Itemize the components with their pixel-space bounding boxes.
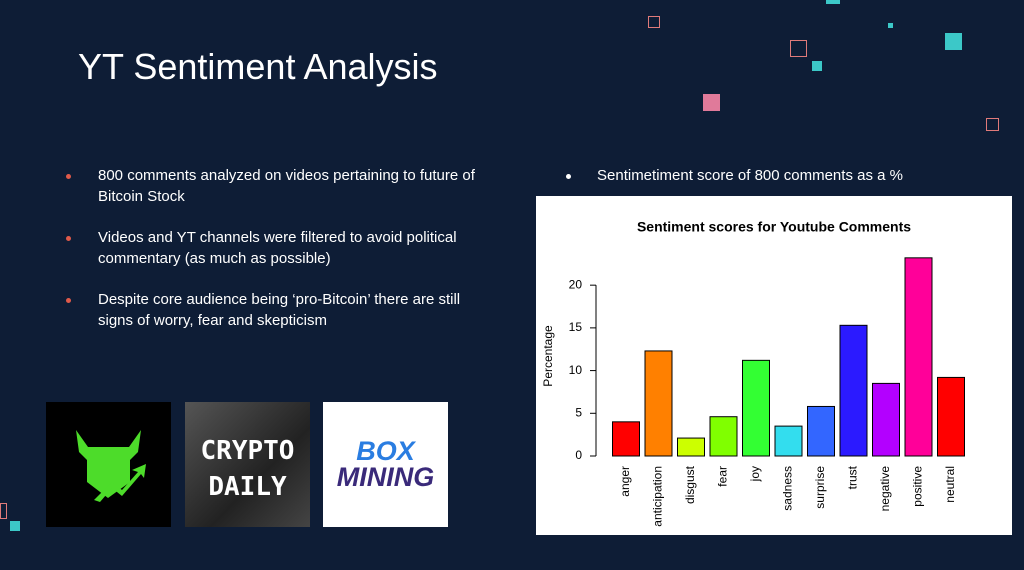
logo-icon bbox=[76, 430, 146, 502]
bar bbox=[742, 359, 770, 457]
y-tick-label: 0 bbox=[575, 448, 582, 462]
x-tick-label: anger bbox=[618, 466, 632, 497]
deco bbox=[812, 61, 822, 71]
bullet-dot bbox=[66, 236, 71, 241]
chart: Sentiment scores for Youtube Comments Pe… bbox=[536, 196, 1012, 535]
deco bbox=[986, 118, 999, 131]
bar bbox=[937, 376, 965, 457]
bar bbox=[709, 416, 738, 457]
x-tick-label: negative bbox=[878, 466, 892, 512]
bar bbox=[872, 382, 900, 457]
deco bbox=[648, 16, 660, 28]
deco bbox=[945, 33, 962, 50]
logo-text: CRYPTO bbox=[200, 436, 295, 466]
y-tick-label: 5 bbox=[575, 405, 582, 419]
deco bbox=[888, 23, 893, 28]
bullet: Videos and YT channels were filtered to … bbox=[98, 229, 457, 267]
bar bbox=[644, 350, 673, 457]
x-tick-label: surprise bbox=[813, 466, 827, 509]
y-axis-label: Percentage bbox=[541, 325, 555, 387]
x-tick-label: sadness bbox=[781, 466, 795, 511]
deco bbox=[0, 503, 7, 519]
logo: CRYPTO DAILY bbox=[185, 402, 310, 527]
x-tick-label: anticipation bbox=[651, 466, 665, 527]
deco bbox=[703, 94, 720, 111]
bullet-dot bbox=[66, 174, 71, 179]
y-tick-label: 20 bbox=[569, 277, 583, 291]
slide-title: YT Sentiment Analysis bbox=[78, 46, 438, 87]
y-tick-label: 10 bbox=[569, 363, 583, 377]
bar bbox=[612, 421, 640, 457]
x-tick-label: joy bbox=[748, 466, 762, 482]
x-tick-label: fear bbox=[716, 466, 730, 487]
bar bbox=[677, 437, 705, 457]
logo-text: DAILY bbox=[208, 472, 287, 502]
bar bbox=[839, 324, 868, 457]
bullet: Despite core audience being ‘pro-Bitcoin… bbox=[98, 291, 461, 329]
x-tick-label: disgust bbox=[683, 465, 697, 504]
bar bbox=[904, 257, 933, 457]
x-tick-label: trust bbox=[846, 465, 860, 489]
bar bbox=[807, 405, 835, 457]
bullet-dot bbox=[566, 174, 571, 179]
chart-title: Sentiment scores for Youtube Comments bbox=[637, 219, 911, 235]
y-tick-label: 15 bbox=[569, 320, 583, 334]
deco bbox=[790, 40, 807, 57]
logo bbox=[46, 402, 171, 527]
x-tick-label: positive bbox=[911, 466, 925, 507]
deco bbox=[10, 521, 20, 531]
logo: BOX MINING bbox=[323, 402, 448, 527]
bullet: Sentimetiment score of 800 comments as a… bbox=[597, 167, 903, 184]
bullet: 800 comments analyzed on videos pertaini… bbox=[98, 167, 475, 205]
x-tick-label: neutral bbox=[943, 466, 957, 503]
logo-text: BOX bbox=[356, 436, 415, 466]
deco bbox=[826, 0, 840, 4]
bullet-dot bbox=[66, 298, 71, 303]
bar bbox=[774, 425, 803, 457]
logo-text: MINING bbox=[336, 462, 435, 492]
